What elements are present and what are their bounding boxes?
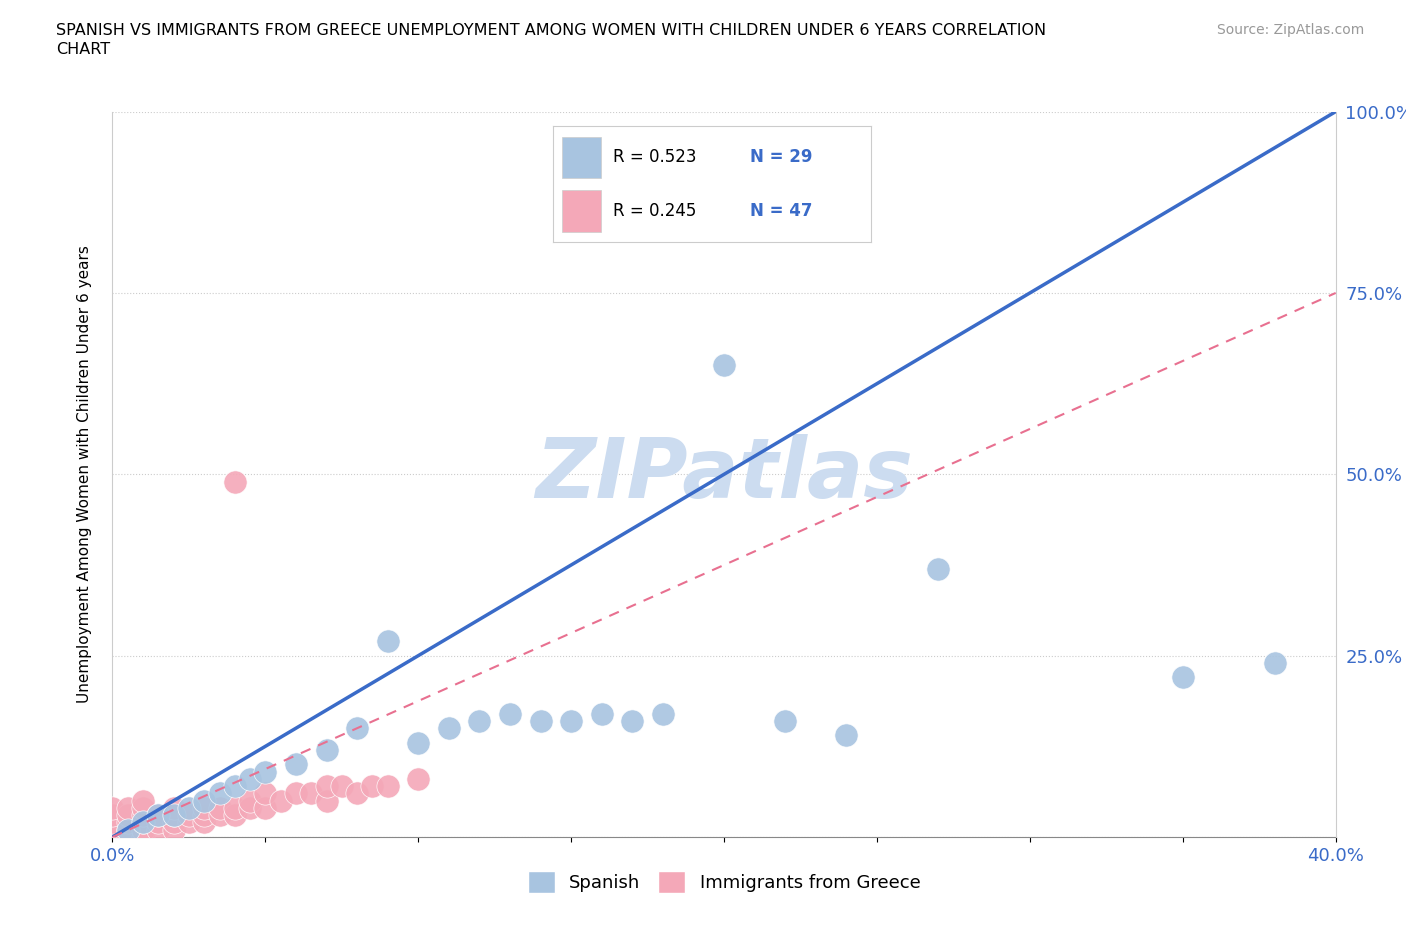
- Point: [299, 786, 322, 801]
- Point: [224, 808, 246, 823]
- Point: [346, 786, 368, 801]
- Point: [117, 815, 139, 830]
- Point: [101, 808, 124, 823]
- Point: [101, 822, 124, 837]
- Point: [408, 736, 430, 751]
- Point: [835, 728, 858, 743]
- Point: [148, 822, 170, 837]
- Point: [239, 793, 262, 808]
- Point: [177, 808, 200, 823]
- Point: [132, 822, 155, 837]
- Point: [560, 713, 582, 728]
- Point: [224, 474, 246, 489]
- Point: [117, 808, 139, 823]
- Point: [117, 830, 139, 844]
- Point: [132, 815, 155, 830]
- Point: [132, 830, 155, 844]
- Point: [163, 815, 186, 830]
- Point: [193, 793, 215, 808]
- Point: [177, 815, 200, 830]
- Point: [132, 793, 155, 808]
- Point: [117, 801, 139, 816]
- Point: [208, 786, 231, 801]
- Point: [315, 793, 337, 808]
- Point: [148, 815, 170, 830]
- Text: ZIPatlas: ZIPatlas: [536, 433, 912, 515]
- Point: [117, 822, 139, 837]
- Point: [330, 778, 353, 793]
- Point: [208, 808, 231, 823]
- Legend: Spanish, Immigrants from Greece: Spanish, Immigrants from Greece: [520, 864, 928, 900]
- Point: [1171, 670, 1194, 684]
- Point: [101, 815, 124, 830]
- Point: [499, 706, 522, 721]
- Point: [148, 808, 170, 823]
- Point: [163, 808, 186, 823]
- Point: [132, 808, 155, 823]
- Point: [927, 561, 949, 576]
- Point: [377, 778, 399, 793]
- Point: [193, 801, 215, 816]
- Point: [163, 822, 186, 837]
- Y-axis label: Unemployment Among Women with Children Under 6 years: Unemployment Among Women with Children U…: [77, 246, 91, 703]
- Text: SPANISH VS IMMIGRANTS FROM GREECE UNEMPLOYMENT AMONG WOMEN WITH CHILDREN UNDER 6: SPANISH VS IMMIGRANTS FROM GREECE UNEMPL…: [56, 23, 1046, 38]
- Point: [315, 742, 337, 757]
- Point: [177, 801, 200, 816]
- Point: [117, 822, 139, 837]
- Point: [775, 713, 797, 728]
- Point: [193, 815, 215, 830]
- Point: [254, 786, 277, 801]
- Point: [621, 713, 644, 728]
- Point: [408, 772, 430, 787]
- Point: [284, 786, 308, 801]
- Point: [591, 706, 613, 721]
- Point: [239, 772, 262, 787]
- Point: [148, 808, 170, 823]
- Point: [163, 808, 186, 823]
- Point: [468, 713, 491, 728]
- Point: [224, 778, 246, 793]
- Point: [254, 764, 277, 779]
- Point: [132, 815, 155, 830]
- Point: [530, 713, 553, 728]
- Point: [361, 778, 384, 793]
- Text: CHART: CHART: [56, 42, 110, 57]
- Point: [254, 801, 277, 816]
- Point: [377, 633, 399, 648]
- Point: [224, 801, 246, 816]
- Text: Source: ZipAtlas.com: Source: ZipAtlas.com: [1216, 23, 1364, 37]
- Point: [193, 808, 215, 823]
- Point: [346, 721, 368, 736]
- Point: [713, 358, 735, 373]
- Point: [239, 801, 262, 816]
- Point: [270, 793, 292, 808]
- Point: [208, 801, 231, 816]
- Point: [101, 830, 124, 844]
- Point: [132, 801, 155, 816]
- Point: [315, 778, 337, 793]
- Point: [652, 706, 675, 721]
- Point: [101, 801, 124, 816]
- Point: [437, 721, 460, 736]
- Point: [284, 757, 308, 772]
- Point: [1264, 656, 1286, 671]
- Point: [163, 801, 186, 816]
